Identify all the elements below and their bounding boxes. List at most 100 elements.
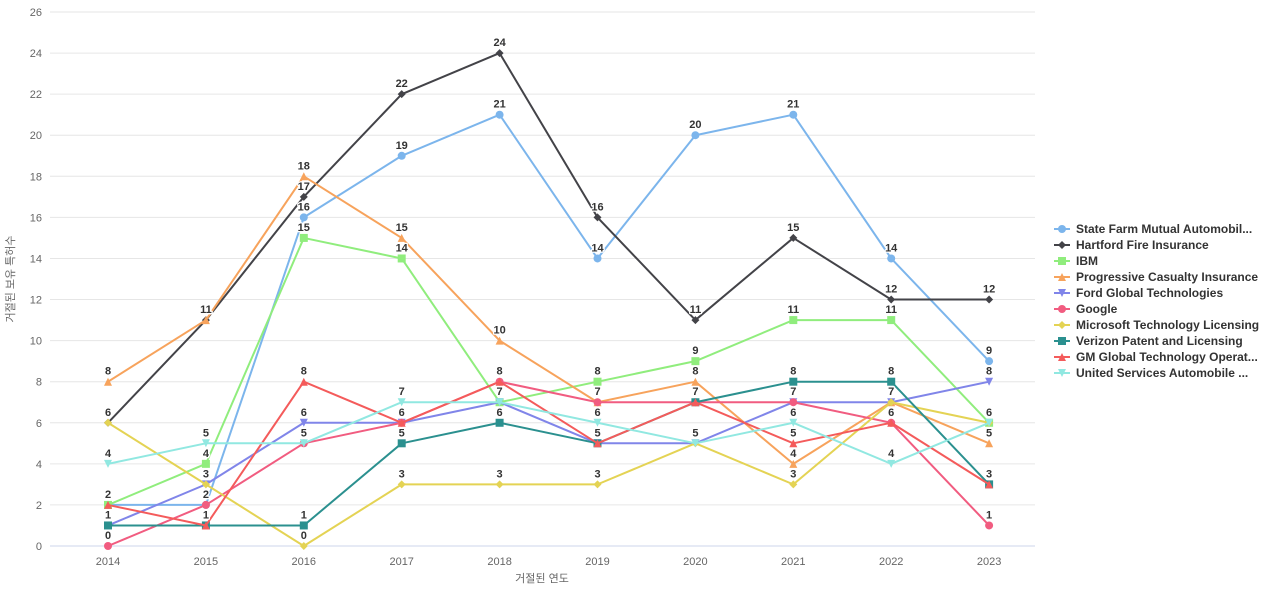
data-point-state-farm-2022[interactable] xyxy=(887,254,896,263)
data-point-usaa-2022[interactable] xyxy=(887,459,896,468)
data-point-google-2014[interactable] xyxy=(104,542,112,550)
data-point-hartford-2020[interactable] xyxy=(691,316,700,325)
data-point-gm-2018[interactable] xyxy=(495,377,504,386)
data-point-usaa-2019[interactable] xyxy=(593,418,602,427)
data-point-progressive-2018[interactable] xyxy=(495,336,504,345)
data-point-ibm-2019[interactable] xyxy=(593,377,602,386)
data-label-progressive-2018: 10 xyxy=(493,325,505,337)
data-point-usaa-2016[interactable] xyxy=(299,439,308,448)
data-point-ibm-2022[interactable] xyxy=(887,316,896,325)
data-point-progressive-2015[interactable] xyxy=(201,316,210,325)
legend-item-ford[interactable]: Ford Global Technologies xyxy=(1053,285,1259,301)
data-label-progressive-2017: 15 xyxy=(396,222,408,234)
data-point-microsoft-2021[interactable] xyxy=(789,480,798,489)
data-point-state-farm-2017[interactable] xyxy=(397,151,406,160)
data-label-microsoft-2023: 6 xyxy=(986,407,992,419)
data-point-gm-2021[interactable] xyxy=(789,439,798,448)
data-point-verizon-2022[interactable] xyxy=(887,377,896,386)
data-point-progressive-2014[interactable] xyxy=(104,377,112,386)
data-point-gm-2023[interactable] xyxy=(985,480,994,489)
data-point-state-farm-2021[interactable] xyxy=(789,110,798,119)
data-point-google-2023[interactable] xyxy=(985,521,994,530)
data-point-ford-2023[interactable] xyxy=(985,377,994,386)
data-point-ibm-2015[interactable] xyxy=(201,459,210,468)
legend-item-usaa[interactable]: United Services Automobile ... xyxy=(1053,365,1259,381)
data-point-usaa-2023[interactable] xyxy=(985,418,994,427)
data-point-microsoft-2014[interactable] xyxy=(104,418,112,427)
data-label-google-2016: 5 xyxy=(301,427,307,439)
data-point-ibm-2016[interactable] xyxy=(299,233,308,242)
data-point-microsoft-2018[interactable] xyxy=(495,480,504,489)
data-point-state-farm-2020[interactable] xyxy=(691,131,700,140)
data-point-microsoft-2016[interactable] xyxy=(299,542,308,550)
data-point-state-farm-2016[interactable] xyxy=(299,213,308,222)
data-point-gm-2022[interactable] xyxy=(887,418,896,427)
data-point-state-farm-2019[interactable] xyxy=(593,254,602,263)
data-point-verizon-2018[interactable] xyxy=(495,418,504,427)
data-point-state-farm-2018[interactable] xyxy=(495,110,504,119)
data-point-progressive-2020[interactable] xyxy=(691,377,700,386)
data-label-gm-2015: 1 xyxy=(203,509,209,521)
data-point-ibm-2021[interactable] xyxy=(789,316,798,325)
data-label-verizon-2022: 8 xyxy=(888,366,894,378)
data-point-progressive-2017[interactable] xyxy=(397,233,406,242)
data-point-hartford-2022[interactable] xyxy=(887,295,896,304)
data-point-verizon-2017[interactable] xyxy=(397,439,406,448)
data-point-ford-2016[interactable] xyxy=(299,418,308,427)
data-point-usaa-2021[interactable] xyxy=(789,418,798,427)
data-point-gm-2016[interactable] xyxy=(299,377,308,386)
data-point-hartford-2021[interactable] xyxy=(789,233,798,242)
data-point-hartford-2018[interactable] xyxy=(495,49,504,58)
data-point-google-2019[interactable] xyxy=(593,398,602,407)
data-label-usaa-2023: 6 xyxy=(986,407,992,419)
data-point-ibm-2020[interactable] xyxy=(691,357,700,366)
data-label-hartford-2021: 15 xyxy=(787,222,799,234)
data-point-hartford-2019[interactable] xyxy=(593,213,602,222)
data-point-usaa-2014[interactable] xyxy=(104,459,112,468)
legend-item-microsoft[interactable]: Microsoft Technology Licensing xyxy=(1053,317,1259,333)
data-point-ibm-2017[interactable] xyxy=(397,254,406,263)
data-point-gm-2015[interactable] xyxy=(201,521,210,530)
legend-item-gm[interactable]: GM Global Technology Operat... xyxy=(1053,349,1259,365)
data-point-progressive-2023[interactable] xyxy=(985,439,994,448)
data-point-microsoft-2017[interactable] xyxy=(397,480,406,489)
data-point-usaa-2017[interactable] xyxy=(397,398,406,407)
data-point-google-2021[interactable] xyxy=(789,398,798,407)
data-point-state-farm-2023[interactable] xyxy=(985,357,994,366)
data-point-verizon-2021[interactable] xyxy=(789,377,798,386)
data-point-gm-2019[interactable] xyxy=(593,439,602,448)
data-point-microsoft-2015[interactable] xyxy=(201,480,210,489)
data-point-microsoft-2022[interactable] xyxy=(887,398,896,407)
data-point-usaa-2020[interactable] xyxy=(691,439,700,448)
data-point-verizon-2016[interactable] xyxy=(299,521,308,530)
data-point-hartford-2016[interactable] xyxy=(299,192,308,201)
data-point-gm-2020[interactable] xyxy=(691,398,700,407)
data-point-hartford-2017[interactable] xyxy=(397,90,406,99)
legend-item-hartford[interactable]: Hartford Fire Insurance xyxy=(1053,237,1259,253)
legend-item-ibm[interactable]: IBM xyxy=(1053,253,1259,269)
data-point-hartford-2023[interactable] xyxy=(985,295,994,304)
series-line-state-farm xyxy=(107,113,991,506)
data-label-verizon-2017: 5 xyxy=(399,427,405,439)
legend-item-state-farm[interactable]: State Farm Mutual Automobil... xyxy=(1053,221,1259,237)
data-point-verizon-2014[interactable] xyxy=(104,521,112,530)
data-label-ford-2023: 8 xyxy=(986,366,992,378)
legend-item-progressive[interactable]: Progressive Casualty Insurance xyxy=(1053,269,1259,285)
data-point-usaa-2015[interactable] xyxy=(201,439,210,448)
data-point-microsoft-2019[interactable] xyxy=(593,480,602,489)
series-usaa xyxy=(104,398,994,468)
data-point-gm-2014[interactable] xyxy=(104,500,112,509)
data-point-google-2015[interactable] xyxy=(201,500,210,509)
y-axis-title: 거절된 보유 특허수 xyxy=(4,235,17,322)
data-point-gm-2017[interactable] xyxy=(397,418,406,427)
data-point-progressive-2016[interactable] xyxy=(299,172,308,181)
legend-item-google[interactable]: Google xyxy=(1053,301,1259,317)
legend-item-verizon[interactable]: Verizon Patent and Licensing xyxy=(1053,333,1259,349)
legend-marker xyxy=(1058,241,1066,249)
y-tick-label: 12 xyxy=(30,295,42,307)
data-point-usaa-2018[interactable] xyxy=(495,398,504,407)
data-label-gm-2021: 5 xyxy=(790,427,796,439)
data-point-progressive-2021[interactable] xyxy=(789,459,798,468)
